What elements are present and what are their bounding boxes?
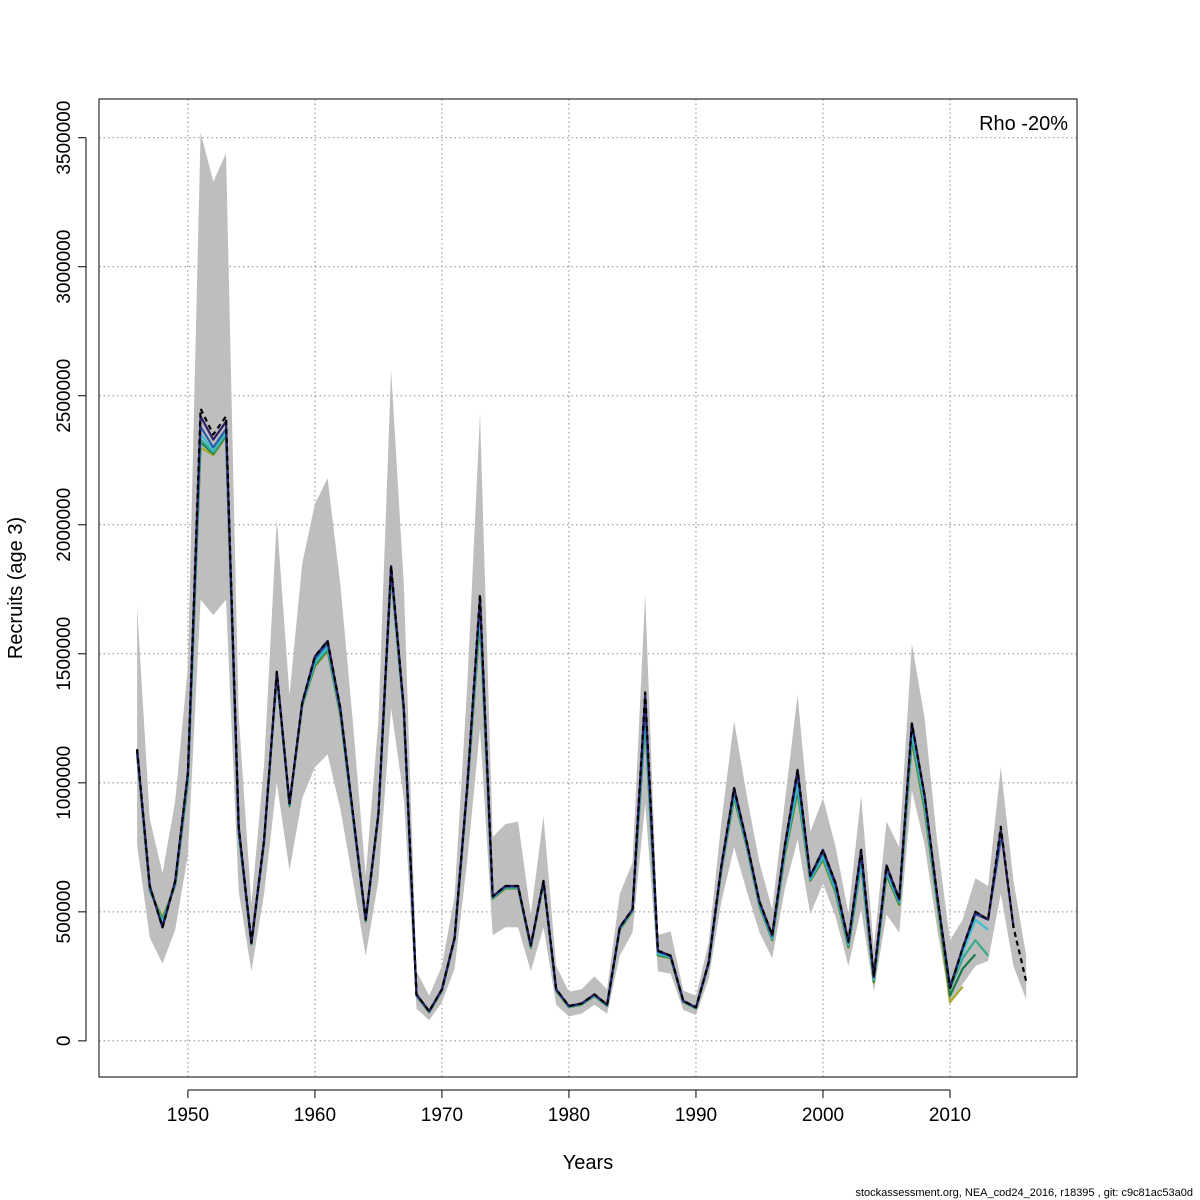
x-tick-label: 1990 [675, 1105, 717, 1126]
x-tick-label: 2000 [802, 1105, 844, 1126]
series-line-3 [136, 430, 989, 1013]
x-tick-label: 1980 [548, 1105, 590, 1126]
y-tick-label: 500000 [54, 880, 75, 943]
series-line-0 [136, 407, 1028, 1013]
y-tick-label: 1000000 [54, 746, 75, 820]
series-layer [136, 407, 1028, 1014]
x-tick-label: 1970 [421, 1105, 463, 1126]
x-axis: 1950 1960 1970 1980 1990 2000 2010 [167, 1089, 971, 1126]
x-tick-label: 1960 [294, 1105, 336, 1126]
y-tick-label: 2000000 [54, 488, 75, 562]
y-tick-label: 1500000 [54, 617, 75, 691]
footer-credit: stockassessment.org, NEA_cod24_2016, r18… [855, 1187, 1193, 1199]
rho-annotation: Rho -20% [979, 113, 1068, 135]
confidence-band [137, 132, 1027, 1021]
y-tick-label: 3500000 [54, 101, 75, 175]
confidence-band-layer [137, 132, 1027, 1021]
y-axis: 0 500000 1000000 1500000 2000000 2500000 30000… [54, 101, 87, 1047]
plot-box [98, 98, 1078, 1078]
x-axis-title: Years [563, 1152, 613, 1174]
y-tick-label: 3000000 [54, 230, 75, 304]
y-axis-title: Recruits (age 3) [5, 517, 27, 659]
grid-lines [99, 99, 1077, 1077]
y-tick-label: 0 [54, 1036, 75, 1047]
y-tick-label: 2500000 [54, 359, 75, 433]
x-tick-label: 2010 [929, 1105, 971, 1126]
x-tick-label: 1950 [167, 1105, 209, 1126]
series-line-4 [136, 433, 989, 1014]
